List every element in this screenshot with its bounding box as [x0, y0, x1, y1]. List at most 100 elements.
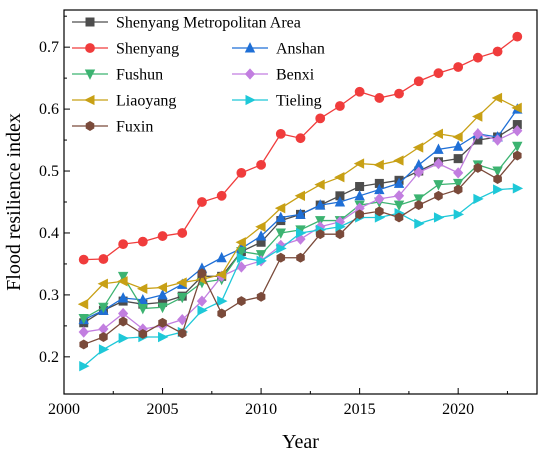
- series-shenyang: [78, 31, 523, 265]
- data-point: [414, 200, 424, 211]
- data-point: [375, 206, 384, 217]
- data-point: [176, 277, 187, 288]
- data-point: [217, 308, 226, 319]
- legend-label: Fuxin: [116, 119, 153, 136]
- data-point: [413, 76, 424, 87]
- legend-label: Anshan: [276, 41, 325, 58]
- data-point: [354, 86, 365, 97]
- legend-entry: Fushun: [72, 67, 163, 84]
- data-point: [413, 166, 424, 178]
- data-point: [472, 52, 483, 63]
- data-point: [276, 243, 287, 254]
- data-point: [512, 31, 523, 42]
- data-point: [374, 93, 385, 103]
- data-point: [412, 142, 424, 153]
- y-tick-label: 0.3: [39, 287, 59, 304]
- data-point: [315, 199, 326, 210]
- y-tick-label: 0.7: [39, 39, 59, 56]
- data-point: [275, 128, 286, 139]
- data-point: [98, 254, 109, 264]
- data-point: [275, 211, 286, 222]
- data-point: [414, 218, 425, 229]
- y-tick-label: 0.6: [39, 101, 59, 118]
- data-point: [97, 278, 108, 289]
- data-point: [432, 128, 443, 140]
- data-point: [473, 162, 483, 173]
- legend-entry: Benxi: [232, 67, 315, 84]
- x-tick-label: 2010: [245, 401, 277, 418]
- data-point: [236, 167, 247, 178]
- data-point: [177, 314, 188, 326]
- data-point: [453, 184, 463, 195]
- legend-entry: Fuxin: [72, 119, 153, 136]
- data-point: [393, 190, 405, 202]
- data-point: [315, 113, 326, 124]
- data-point: [217, 295, 228, 307]
- data-point: [156, 282, 168, 293]
- data-point: [177, 228, 188, 238]
- legend-label: Shenyang: [116, 41, 179, 58]
- data-point: [493, 174, 502, 185]
- data-point: [197, 197, 207, 207]
- data-point: [513, 150, 522, 161]
- data-point: [394, 88, 404, 99]
- data-point: [434, 190, 443, 201]
- data-point: [255, 230, 267, 241]
- legend-entry: Shenyang: [72, 41, 179, 58]
- data-point: [256, 291, 266, 302]
- data-point: [452, 131, 463, 143]
- data-point: [511, 102, 522, 114]
- data-point: [177, 328, 187, 339]
- data-point: [373, 159, 384, 171]
- data-point: [354, 189, 365, 201]
- legend-label: Tieling: [276, 93, 322, 110]
- data-point: [98, 302, 109, 314]
- data-point: [118, 316, 128, 327]
- series-fuxin: [79, 150, 522, 350]
- axis-ticks: 2000 2005 2010 2015 2020 0.2 0.3 0.4 0.5 0.6 0.7: [39, 15, 508, 418]
- data-point: [137, 304, 149, 315]
- data-point: [453, 154, 463, 164]
- legend: Shenyang Metropolitan Area Shenyang Anshan…: [72, 15, 325, 136]
- data-point: [393, 155, 404, 166]
- data-point: [197, 268, 207, 279]
- data-point: [512, 141, 523, 153]
- data-point: [335, 101, 345, 111]
- x-tick-label: 2005: [147, 401, 179, 418]
- data-point: [77, 299, 89, 310]
- legend-marker: [244, 68, 256, 80]
- series-shenyang-metropolitan-area: [79, 120, 522, 328]
- data-point: [433, 212, 445, 223]
- data-point: [138, 328, 148, 339]
- legend-marker: [84, 94, 95, 106]
- data-point: [157, 302, 168, 314]
- legend-label: Shenyang Metropolitan Area: [116, 15, 301, 32]
- data-point: [433, 143, 444, 154]
- data-point: [79, 360, 90, 372]
- data-point: [493, 184, 504, 195]
- data-point: [158, 317, 167, 328]
- data-point: [216, 190, 227, 201]
- legend-marker: [84, 69, 96, 80]
- y-axis-title: Flood resilience index: [3, 113, 25, 291]
- data-point: [256, 159, 266, 170]
- data-point: [492, 166, 503, 177]
- data-point: [296, 252, 305, 263]
- data-point: [433, 157, 444, 170]
- data-point: [452, 178, 464, 190]
- data-point: [433, 180, 444, 191]
- series-liaoyang: [77, 92, 522, 310]
- data-point: [295, 227, 307, 239]
- data-point: [255, 250, 267, 261]
- legend-entry: Tieling: [232, 93, 322, 110]
- y-tick-label: 0.4: [39, 225, 59, 242]
- data-point: [117, 276, 128, 287]
- data-point: [275, 228, 286, 239]
- data-point: [177, 292, 188, 304]
- x-tick-label: 2000: [48, 401, 80, 418]
- data-point: [413, 194, 424, 205]
- data-point: [78, 313, 89, 325]
- data-point: [216, 251, 227, 263]
- legend-marker: [245, 94, 256, 106]
- data-point: [215, 269, 227, 280]
